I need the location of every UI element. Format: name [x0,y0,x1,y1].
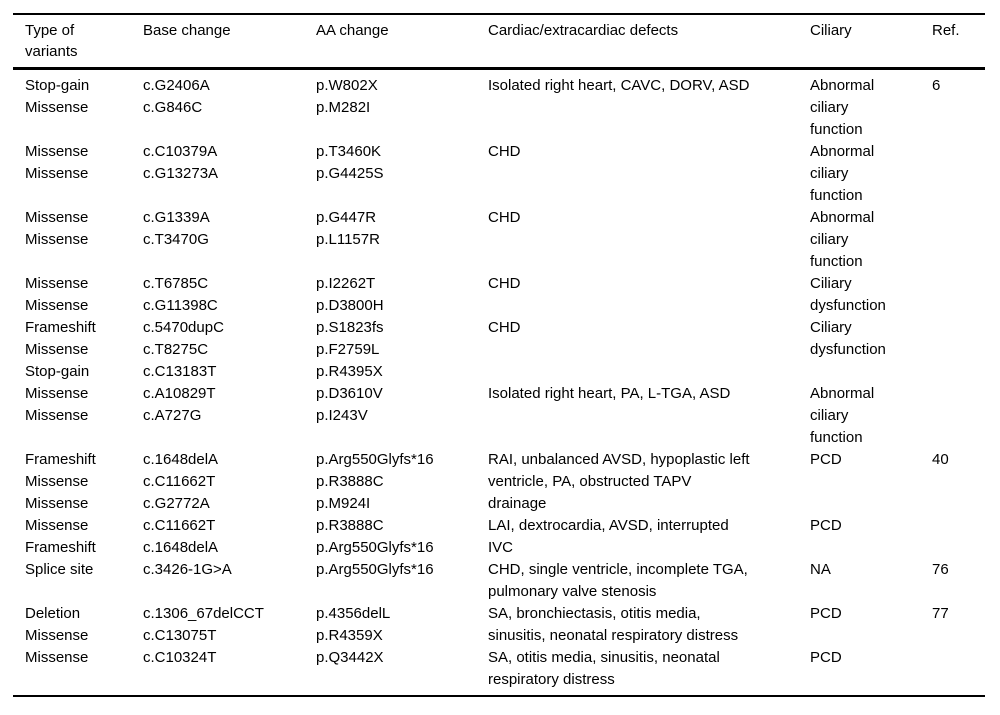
table-row-group: Missense c.C10324T p.Q3442X SA, otitis medi… [13,647,985,691]
cell-ciliary: PCD [810,649,842,666]
cell-type: Splice site [25,561,94,578]
table-row-group: Missense Missense c.C10379A c.G13273A p.T3… [13,141,985,207]
table-row-group: Splice site c.3426-1G>A p.Arg550Glyfs*16 CH… [13,559,985,603]
cell-aa: p.I2262T p.D3800H [316,275,384,314]
cell-type: Stop-gain Missense [25,77,90,116]
cell-ref: 6 [932,77,941,94]
cell-defects: Isolated right heart, PA, L-TGA, ASD [488,385,731,402]
cell-aa: p.Q3442X [316,649,384,666]
cell-base: c.C11662T c.1648delA [143,517,219,556]
cell-type: Missense Missense [25,385,89,424]
cell-base: c.5470dupC c.T8275C c.C13183T [143,319,224,380]
column-header-ciliary: Ciliary [810,22,852,39]
table-body: Stop-gain Missense c.G2406A c.G846C p.W802… [13,70,985,697]
cell-defects: CHD [488,209,521,226]
table-row-group: Missense Missense c.A10829T c.A727G p.D361… [13,383,985,449]
cell-defects: Isolated right heart, CAVC, DORV, ASD [488,77,750,94]
cell-defects: CHD [488,275,521,292]
table-row-group: Stop-gain Missense c.G2406A c.G846C p.W802… [13,75,985,141]
cell-aa: p.S1823fs p.F2759L p.R4395X [316,319,384,380]
cell-defects: SA, bronchiectasis, otitis media, sinusi… [488,605,739,644]
table-header: Type of variants Base change AA change Card… [13,13,985,70]
cell-defects: CHD [488,143,521,160]
column-header-base: Base change [143,22,231,39]
cell-defects: RAI, unbalanced AVSD, hypoplastic left v… [488,451,750,512]
column-header-defects: Cardiac/extracardiac defects [488,22,679,39]
cell-type: Missense Frameshift [25,517,96,556]
cell-aa: p.T3460K p.G4425S [316,143,384,182]
column-header-type: Type of variants [25,22,78,60]
cell-type: Frameshift Missense Missense [25,451,96,512]
cell-base: c.A10829T c.A727G [143,385,216,424]
cell-ciliary: Ciliary dysfunction [810,275,886,314]
cell-type: Frameshift Missense Stop-gain [25,319,96,380]
cell-ciliary: PCD [810,517,842,534]
cell-aa: p.R3888C p.Arg550Glyfs*16 [316,517,434,556]
cell-defects: CHD, single ventricle, incomplete TGA, p… [488,561,748,600]
cell-ciliary: NA [810,561,831,578]
table-row-group: Missense Frameshift c.C11662T c.1648delA p… [13,515,985,559]
variants-table: Type of variants Base change AA change Card… [13,13,985,697]
cell-defects: CHD [488,319,521,336]
table-row-group: Frameshift Missense Stop-gain c.5470dupC … [13,317,985,383]
cell-aa: p.D3610V p.I243V [316,385,383,424]
cell-type: Missense Missense [25,275,89,314]
cell-aa: p.Arg550Glyfs*16 p.R3888C p.M924I [316,451,434,512]
cell-base: c.G2406A c.G846C [143,77,210,116]
cell-base: c.3426-1G>A [143,561,232,578]
cell-ref: 76 [932,561,949,578]
cell-defects: LAI, dextrocardia, AVSD, interrupted IVC [488,517,729,556]
table-header-row: Type of variants Base change AA change Card… [13,20,985,62]
cell-ciliary: PCD [810,605,842,622]
cell-ciliary: Abnormal ciliary function [810,385,875,446]
cell-base: c.1648delA c.C11662T c.G2772A [143,451,219,512]
cell-base: c.T6785C c.G11398C [143,275,218,314]
cell-type: Missense Missense [25,209,89,248]
cell-ciliary: Abnormal ciliary function [810,77,875,138]
cell-ref: 77 [932,605,949,622]
cell-type: Missense [25,649,89,666]
cell-ciliary: Abnormal ciliary function [810,143,875,204]
table-row-group: Missense Missense c.T6785C c.G11398C p.I22… [13,273,985,317]
table-row-group: Deletion Missense c.1306_67delCCT c.C1307… [13,603,985,647]
table-row-group: Frameshift Missense Missense c.1648delA c… [13,449,985,515]
cell-ref: 40 [932,451,949,468]
column-header-ref: Ref. [932,22,960,39]
cell-ciliary: Abnormal ciliary function [810,209,875,270]
cell-ciliary: Ciliary dysfunction [810,319,886,358]
cell-base: c.1306_67delCCT c.C13075T [143,605,264,644]
cell-defects: SA, otitis media, sinusitis, neonatal re… [488,649,720,688]
cell-type: Missense Missense [25,143,89,182]
cell-ciliary: PCD [810,451,842,468]
cell-aa: p.W802X p.M282I [316,77,378,116]
cell-base: c.C10379A c.G13273A [143,143,219,182]
cell-aa: p.G447R p.L1157R [316,209,380,248]
cell-type: Deletion Missense [25,605,89,644]
cell-base: c.C10324T [143,649,217,666]
cell-aa: p.4356delL p.R4359X [316,605,391,644]
table-row-group: Missense Missense c.G1339A c.T3470G p.G447… [13,207,985,273]
cell-base: c.G1339A c.T3470G [143,209,210,248]
column-header-aa: AA change [316,22,389,39]
cell-aa: p.Arg550Glyfs*16 [316,561,434,578]
